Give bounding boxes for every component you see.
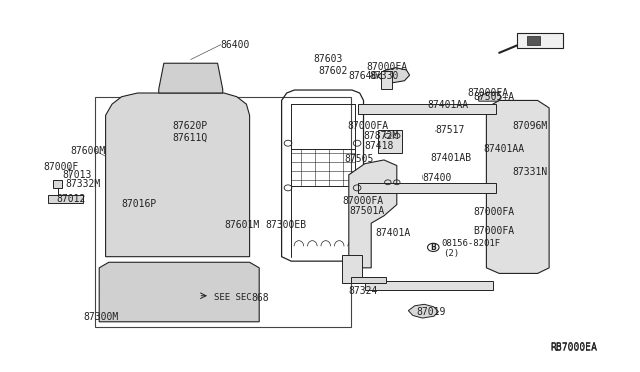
Text: 87000FA: 87000FA (474, 207, 515, 217)
Text: RB7000EA: RB7000EA (550, 342, 597, 352)
Text: 87601M: 87601M (224, 220, 259, 230)
Text: 87602: 87602 (319, 66, 348, 76)
Text: 87013: 87013 (63, 170, 92, 180)
PathPatch shape (486, 100, 549, 273)
Text: 87000F: 87000F (44, 162, 79, 171)
Bar (53, 180, 62, 188)
PathPatch shape (106, 93, 250, 257)
Text: 87000FA: 87000FA (348, 122, 388, 131)
Text: 87603: 87603 (314, 54, 343, 64)
Text: 87096M: 87096M (512, 122, 547, 131)
Text: 87332M: 87332M (65, 179, 100, 189)
Text: 87016P: 87016P (122, 199, 157, 209)
Text: 87505+A: 87505+A (474, 92, 515, 102)
Text: 87400: 87400 (422, 173, 452, 183)
Text: 87611Q: 87611Q (173, 133, 208, 142)
Bar (48, 195, 83, 203)
PathPatch shape (479, 92, 501, 101)
Text: 87505: 87505 (344, 154, 374, 164)
PathPatch shape (159, 63, 223, 93)
Bar (527, 36, 540, 45)
Text: 87000FA: 87000FA (366, 62, 407, 72)
Bar (358, 183, 496, 193)
Text: 87517: 87517 (435, 125, 465, 135)
Text: 87300EB: 87300EB (266, 220, 307, 230)
Text: 87012: 87012 (56, 195, 86, 204)
Bar (342, 255, 362, 283)
Bar (365, 281, 493, 290)
Text: (2): (2) (443, 249, 459, 258)
Text: 87019: 87019 (416, 308, 445, 317)
Text: 87501A: 87501A (349, 206, 385, 216)
Text: 08156-8201F: 08156-8201F (442, 239, 500, 248)
Text: 87000FA: 87000FA (467, 88, 508, 98)
PathPatch shape (99, 262, 259, 322)
PathPatch shape (349, 160, 397, 268)
Text: SEE SEC: SEE SEC (214, 293, 252, 302)
Text: 87872M: 87872M (363, 131, 398, 141)
Bar (95, 97, 351, 327)
Text: 87401AA: 87401AA (483, 144, 524, 154)
Text: 87000FA: 87000FA (342, 196, 383, 206)
Text: 87401AA: 87401AA (427, 100, 468, 110)
Text: 87401A: 87401A (375, 228, 410, 238)
Text: 86400: 86400 (221, 40, 250, 49)
Bar (351, 277, 386, 283)
Text: 87640: 87640 (349, 71, 378, 81)
PathPatch shape (378, 68, 410, 83)
Text: B: B (431, 243, 436, 252)
Text: 87324: 87324 (349, 286, 378, 296)
Text: 87418: 87418 (365, 141, 394, 151)
PathPatch shape (408, 304, 438, 318)
Text: 87300M: 87300M (83, 312, 118, 322)
Text: 87330: 87330 (369, 71, 399, 81)
Text: 87600M: 87600M (70, 146, 106, 155)
Text: 87331N: 87331N (512, 167, 547, 177)
Bar (381, 71, 392, 89)
Text: RB7000EA: RB7000EA (550, 343, 597, 353)
Bar (358, 104, 496, 114)
Text: 87401AB: 87401AB (430, 153, 471, 163)
Bar (378, 130, 402, 153)
Text: 868: 868 (252, 293, 269, 302)
Text: B7000FA: B7000FA (474, 227, 515, 236)
Text: 87620P: 87620P (173, 122, 208, 131)
Bar (517, 33, 563, 48)
